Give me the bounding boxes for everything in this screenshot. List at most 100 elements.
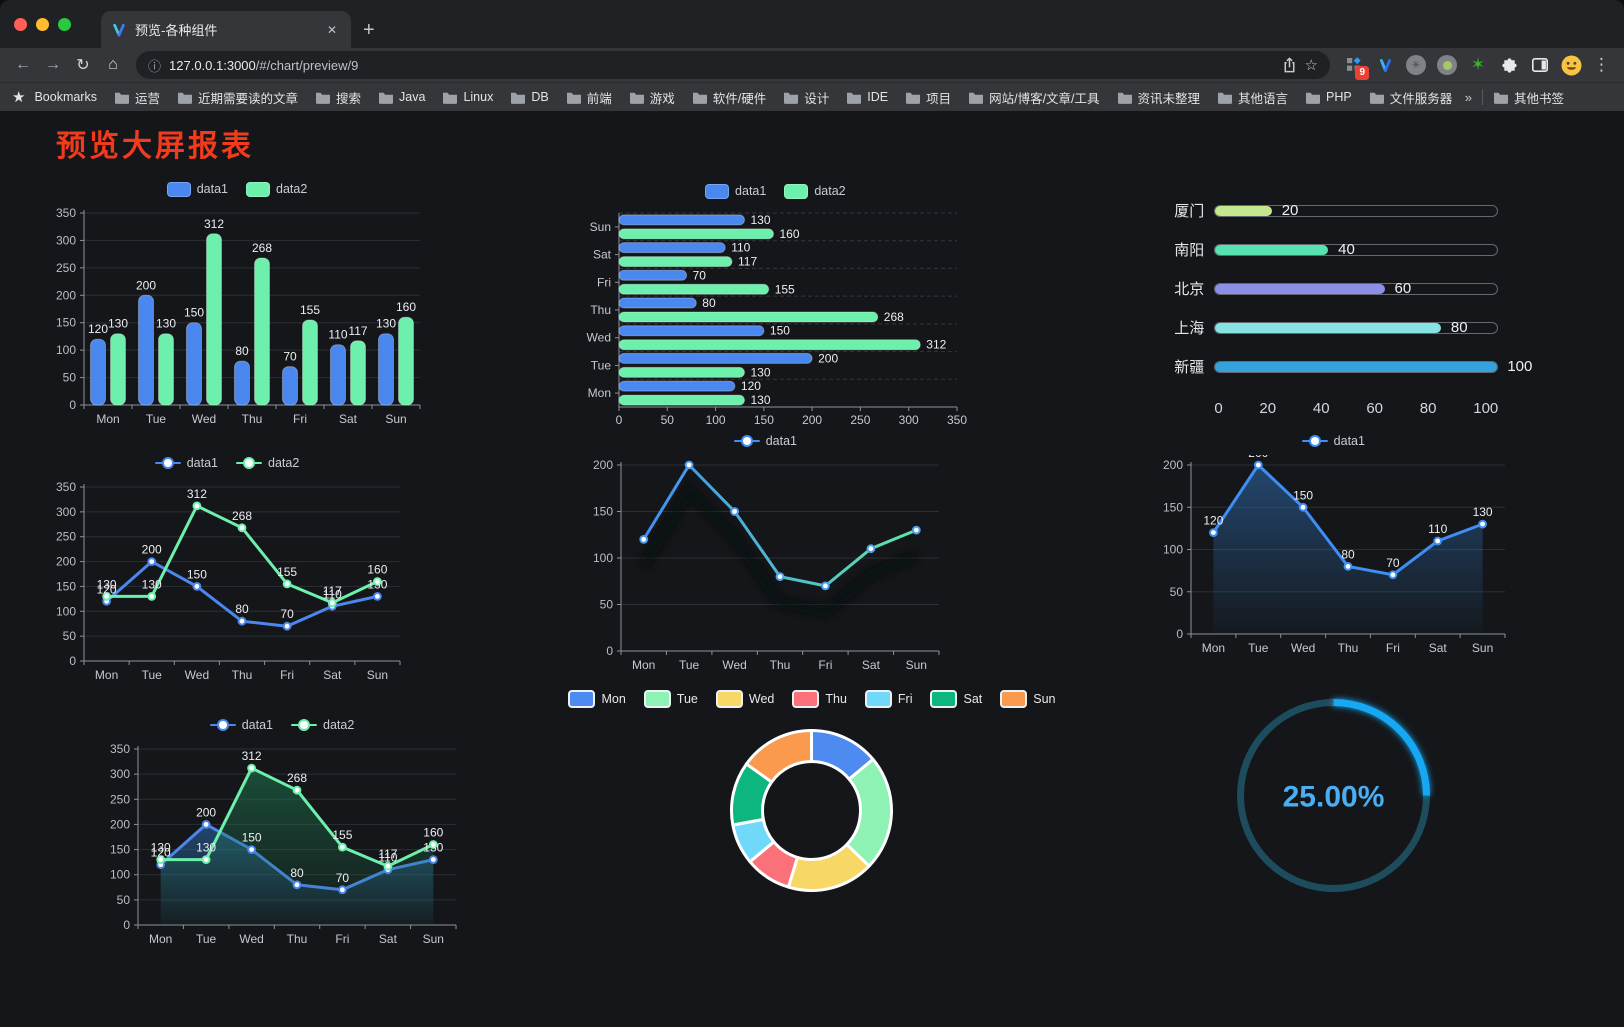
- legend-item[interactable]: data1: [705, 183, 766, 199]
- extension-grid-icon[interactable]: 9: [1342, 53, 1369, 80]
- legend-item[interactable]: data1: [1301, 434, 1365, 448]
- legend-item[interactable]: Tue: [643, 690, 698, 708]
- legend-item[interactable]: Sat: [930, 690, 982, 708]
- window-close-button[interactable]: [14, 17, 27, 31]
- chart-legend[interactable]: data1: [1301, 431, 1365, 451]
- svg-text:130: 130: [196, 841, 216, 855]
- capsule-row[interactable]: 北京 60: [1168, 269, 1499, 308]
- bookmark-star-icon[interactable]: ☆: [1304, 57, 1318, 74]
- new-tab-button[interactable]: +: [363, 19, 375, 41]
- bookmarks-manager[interactable]: ★ Bookmarks: [12, 89, 97, 106]
- gauge-canvas[interactable]: 25.00%: [1231, 693, 1436, 903]
- bookmark-item[interactable]: 前端: [566, 88, 612, 107]
- svg-text:0: 0: [69, 398, 76, 412]
- chart-legend[interactable]: data1 data2: [154, 453, 299, 473]
- svg-text:120: 120: [1204, 514, 1224, 528]
- legend-item[interactable]: Wed: [715, 690, 774, 708]
- chart-legend[interactable]: data1 data2: [705, 181, 846, 201]
- share-icon[interactable]: [1282, 56, 1297, 74]
- tab-close-icon[interactable]: ✕: [326, 22, 337, 37]
- donut-canvas[interactable]: [714, 713, 909, 913]
- bookmark-item[interactable]: Linux: [442, 90, 493, 104]
- window-controls: [0, 0, 85, 48]
- horizontal-bar-canvas[interactable]: 0 50 100 150 200 250 300 350 Mon 120 130 Tue 200 130 W…: [579, 205, 971, 438]
- extension-v-icon[interactable]: [1373, 53, 1397, 77]
- svg-text:160: 160: [423, 826, 443, 840]
- bookmarks-overflow-button[interactable]: »: [1464, 89, 1472, 105]
- bookmark-item[interactable]: Java: [378, 90, 425, 104]
- browser-menu-icon[interactable]: ⋮: [1593, 55, 1610, 74]
- extension-record-icon[interactable]: [1435, 53, 1459, 77]
- capsule-track: 20: [1214, 202, 1499, 219]
- back-icon[interactable]: ←: [15, 56, 31, 73]
- legend-item[interactable]: Mon: [568, 690, 626, 708]
- window-zoom-button[interactable]: [58, 17, 71, 31]
- capsule-track: 60: [1214, 280, 1499, 297]
- svg-text:Tue: Tue: [679, 658, 700, 672]
- capsule-track: 40: [1214, 241, 1499, 258]
- capsule-row[interactable]: 新疆 100: [1168, 347, 1532, 386]
- capsule-label: 上海: [1174, 320, 1205, 337]
- bookmark-item[interactable]: IDE: [846, 90, 888, 104]
- bookmark-item[interactable]: DB: [510, 90, 549, 104]
- svg-text:80: 80: [290, 866, 304, 880]
- home-icon[interactable]: ⌂: [108, 56, 118, 73]
- window-minimize-button[interactable]: [36, 17, 49, 31]
- legend-item[interactable]: Thu: [792, 690, 847, 708]
- legend-swatch: [166, 181, 191, 197]
- chart-legend[interactable]: data1 data2: [166, 179, 307, 199]
- chart-legend[interactable]: data1: [733, 431, 797, 451]
- site-info-icon[interactable]: ⓘ: [148, 58, 162, 74]
- profile-avatar[interactable]: [1559, 53, 1583, 77]
- extension-star-icon[interactable]: ✶: [1470, 55, 1486, 74]
- legend-item[interactable]: Sun: [1000, 690, 1056, 708]
- bookmark-item[interactable]: 软件/硬件: [692, 88, 766, 107]
- bookmark-item[interactable]: 项目: [905, 88, 951, 107]
- bookmark-item[interactable]: 运营: [114, 88, 160, 107]
- svg-text:50: 50: [117, 893, 131, 907]
- bookmark-item[interactable]: 资讯未整理: [1117, 88, 1200, 107]
- capsule-row[interactable]: 厦门 20: [1168, 191, 1499, 230]
- legend-item[interactable]: data2: [784, 183, 846, 199]
- multi-line-canvas[interactable]: 0 50 100 150 200 250 300 350 Mon Tue Wed Thu Fri Sat S…: [42, 477, 412, 692]
- svg-text:Sat: Sat: [339, 412, 358, 426]
- chart-legend[interactable]: Mon Tue Wed Thu Fri Sat Sun: [568, 689, 1056, 709]
- extension-circle-icon[interactable]: ✳: [1404, 53, 1428, 77]
- address-bar[interactable]: ⓘ 127.0.0.1:3000/#/chart/preview/9 ☆: [136, 51, 1330, 79]
- bookmark-item[interactable]: 文件服务器: [1369, 88, 1452, 107]
- legend-item[interactable]: data1: [733, 434, 797, 448]
- svg-text:110: 110: [732, 241, 751, 255]
- area-line-canvas[interactable]: 0 50 100 150 200 Mon Tue Wed Thu Fri Sat Sun 120 200 1…: [1149, 446, 1517, 665]
- other-bookmarks-button[interactable]: 其他书签: [1493, 88, 1564, 107]
- bookmark-item[interactable]: 设计: [783, 88, 829, 107]
- gradient-line-canvas[interactable]: 0 50 100 150 200 Mon Tue Wed Thu Fri Sat Sun: [579, 455, 951, 682]
- bookmark-item[interactable]: 其他语言: [1217, 88, 1288, 107]
- legend-item[interactable]: data2: [246, 181, 307, 197]
- legend-item[interactable]: data1: [209, 718, 273, 732]
- legend-item[interactable]: data2: [291, 718, 354, 732]
- extension-puzzle-icon[interactable]: [1497, 53, 1521, 77]
- url-text: 127.0.0.1:3000/#/chart/preview/9: [169, 57, 359, 73]
- bookmark-item[interactable]: 近期需要读的文章: [177, 88, 298, 107]
- double-area-line-canvas[interactable]: 0 50 100 150 200 250 300 350 Mon Tue Wed Thu Fri Sat S…: [96, 739, 468, 956]
- capsule-row[interactable]: 南阳 40: [1168, 230, 1499, 269]
- browser-tab[interactable]: 预览-各种组件 ✕: [101, 11, 351, 48]
- forward-icon[interactable]: →: [45, 56, 61, 73]
- bookmark-item[interactable]: 游戏: [629, 88, 675, 107]
- grouped-bar-canvas[interactable]: 0 50 100 150 200 250 300 350 Mon Tue Wed Thu Fri Sat S…: [42, 203, 432, 436]
- bookmark-item[interactable]: 网站/博客/文章/工具: [968, 88, 1100, 107]
- legend-swatch: [784, 183, 809, 199]
- sidebar-toggle-icon[interactable]: [1528, 53, 1552, 77]
- capsule-progress-canvas[interactable]: 厦门 20 南阳 40 北京 60 上海 80 新疆 100 0 20 40 60 80 100: [1168, 189, 1532, 418]
- svg-text:70: 70: [1387, 556, 1401, 570]
- legend-item[interactable]: data1: [154, 456, 218, 470]
- legend-item[interactable]: data1: [166, 181, 228, 197]
- legend-item[interactable]: data2: [236, 456, 299, 470]
- chart-legend[interactable]: data1 data2: [209, 715, 354, 735]
- bookmark-item[interactable]: 搜索: [315, 88, 361, 107]
- bookmark-item[interactable]: PHP: [1305, 90, 1352, 104]
- reload-icon[interactable]: ↻: [76, 57, 90, 74]
- legend-item[interactable]: Fri: [864, 690, 912, 708]
- svg-text:250: 250: [56, 530, 76, 544]
- capsule-row[interactable]: 上海 80: [1168, 308, 1499, 347]
